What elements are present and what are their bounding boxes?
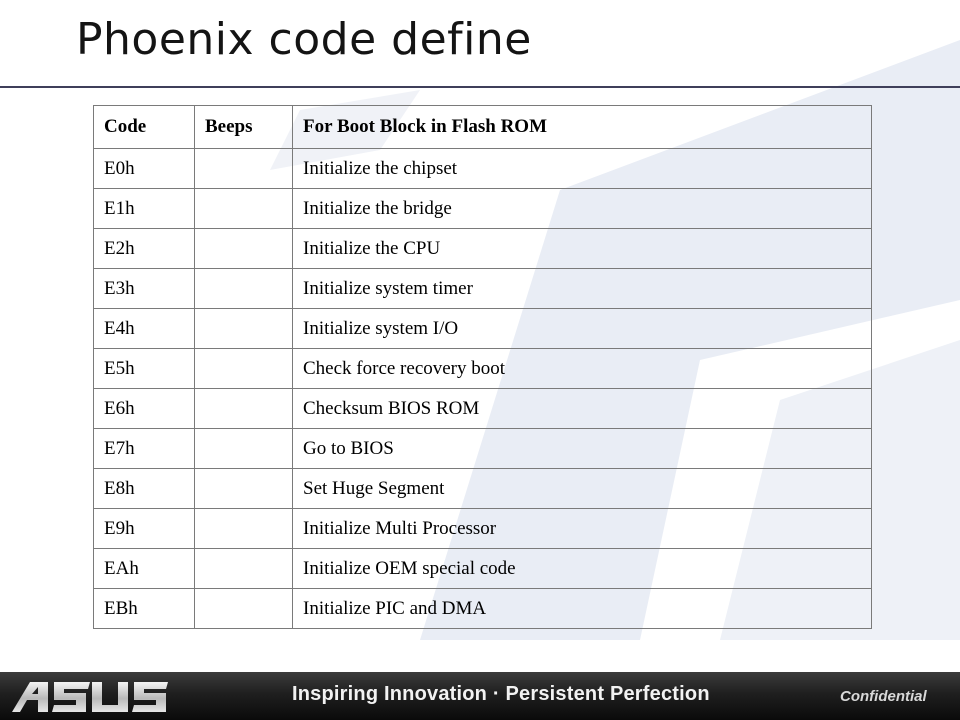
cell-description: Initialize the chipset xyxy=(292,148,872,189)
table-row: E9h Initialize Multi Processor xyxy=(93,508,872,549)
cell-description: Set Huge Segment xyxy=(292,468,872,509)
cell-description: Initialize Multi Processor xyxy=(292,508,872,549)
cell-code: E2h xyxy=(93,228,195,269)
table-row: E2h Initialize the CPU xyxy=(93,228,872,269)
cell-beeps xyxy=(194,548,293,589)
cell-beeps xyxy=(194,388,293,429)
cell-description: Check force recovery boot xyxy=(292,348,872,389)
cell-description: Initialize the CPU xyxy=(292,228,872,269)
cell-code: E1h xyxy=(93,188,195,229)
table-row: E0h Initialize the chipset xyxy=(93,148,872,189)
cell-description: Initialize OEM special code xyxy=(292,548,872,589)
cell-beeps xyxy=(194,348,293,389)
cell-beeps xyxy=(194,428,293,469)
cell-code: E9h xyxy=(93,508,195,549)
asus-logo xyxy=(12,682,168,712)
cell-beeps xyxy=(194,268,293,309)
cell-description: Go to BIOS xyxy=(292,428,872,469)
cell-beeps xyxy=(194,228,293,269)
header-code: Code xyxy=(93,105,195,149)
cell-beeps xyxy=(194,468,293,509)
header-beeps: Beeps xyxy=(194,105,293,149)
table-row: E7h Go to BIOS xyxy=(93,428,872,469)
phoenix-code-table: Code Beeps For Boot Block in Flash ROM E… xyxy=(93,105,872,629)
cell-beeps xyxy=(194,148,293,189)
table-row: E8h Set Huge Segment xyxy=(93,468,872,509)
slide-title: Phoenix code define xyxy=(76,14,532,65)
cell-beeps xyxy=(194,508,293,549)
cell-beeps xyxy=(194,188,293,229)
cell-description: Checksum BIOS ROM xyxy=(292,388,872,429)
cell-description: Initialize PIC and DMA xyxy=(292,588,872,629)
cell-code: EBh xyxy=(93,588,195,629)
cell-code: E3h xyxy=(93,268,195,309)
cell-code: EAh xyxy=(93,548,195,589)
cell-code: E6h xyxy=(93,388,195,429)
table-row: EAh Initialize OEM special code xyxy=(93,548,872,589)
title-divider xyxy=(0,86,960,88)
cell-code: E4h xyxy=(93,308,195,349)
footer-tagline: Inspiring Innovation · Persistent Perfec… xyxy=(292,683,710,705)
table-row: E5h Check force recovery boot xyxy=(93,348,872,389)
footer-bar: Inspiring Innovation · Persistent Perfec… xyxy=(0,672,960,720)
cell-code: E8h xyxy=(93,468,195,509)
table-row: E3h Initialize system timer xyxy=(93,268,872,309)
cell-code: E0h xyxy=(93,148,195,189)
header-description: For Boot Block in Flash ROM xyxy=(292,105,872,149)
cell-description: Initialize system timer xyxy=(292,268,872,309)
cell-beeps xyxy=(194,308,293,349)
cell-description: Initialize the bridge xyxy=(292,188,872,229)
table-row: E6h Checksum BIOS ROM xyxy=(93,388,872,429)
table-row: EBh Initialize PIC and DMA xyxy=(93,588,872,629)
cell-code: E5h xyxy=(93,348,195,389)
confidential-label: Confidential xyxy=(840,688,927,705)
cell-description: Initialize system I/O xyxy=(292,308,872,349)
table-row: E1h Initialize the bridge xyxy=(93,188,872,229)
cell-beeps xyxy=(194,588,293,629)
cell-code: E7h xyxy=(93,428,195,469)
table-row: E4h Initialize system I/O xyxy=(93,308,872,349)
table-header-row: Code Beeps For Boot Block in Flash ROM xyxy=(93,105,872,149)
